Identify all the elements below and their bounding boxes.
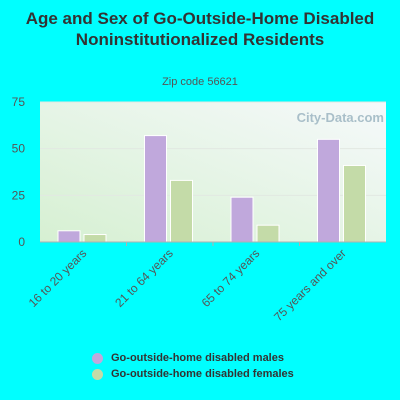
legend-label-males: Go-outside-home disabled males: [111, 352, 284, 364]
x-tick-labels: 16 to 20 years 21 to 64 years 65 to 74 yea…: [26, 242, 349, 324]
watermark: City-Data.com: [296, 110, 384, 125]
y-tick-label: 25: [12, 188, 26, 202]
y-tick-labels: 0 25 50 75: [12, 95, 26, 249]
legend-item-females: Go-outside-home disabled females: [92, 366, 294, 382]
y-tick-label: 50: [12, 142, 26, 156]
legend-swatch-females: [92, 368, 103, 380]
bar-males[interactable]: [57, 230, 81, 243]
y-tick-label: 75: [12, 95, 26, 109]
chart-title-text: Age and Sex of Go-Outside-Home Disabled …: [25, 9, 375, 49]
bar-females[interactable]: [83, 234, 107, 243]
bar-females[interactable]: [256, 224, 280, 243]
bar-males[interactable]: [230, 196, 254, 243]
bar-males[interactable]: [317, 138, 340, 243]
x-tick-label: 16 to 20 years: [26, 246, 90, 310]
x-tick-label: 75 years and over: [271, 246, 349, 324]
bar-females[interactable]: [170, 179, 193, 243]
legend-item-males: Go-outside-home disabled males: [92, 350, 294, 366]
chart-subtitle: Zip code 56621: [162, 76, 238, 88]
x-tick-label: 65 to 74 years: [199, 246, 263, 310]
legend-swatch-males: [92, 352, 103, 364]
bar-females[interactable]: [343, 164, 366, 243]
y-tick-label: 0: [18, 235, 25, 249]
x-tick-label: 21 to 64 years: [112, 246, 176, 310]
chart-title: Age and Sex of Go-Outside-Home Disabled …: [0, 8, 400, 50]
bar-males[interactable]: [144, 135, 167, 243]
legend: Go-outside-home disabled males Go-outsid…: [92, 350, 294, 382]
legend-label-females: Go-outside-home disabled females: [111, 368, 294, 380]
